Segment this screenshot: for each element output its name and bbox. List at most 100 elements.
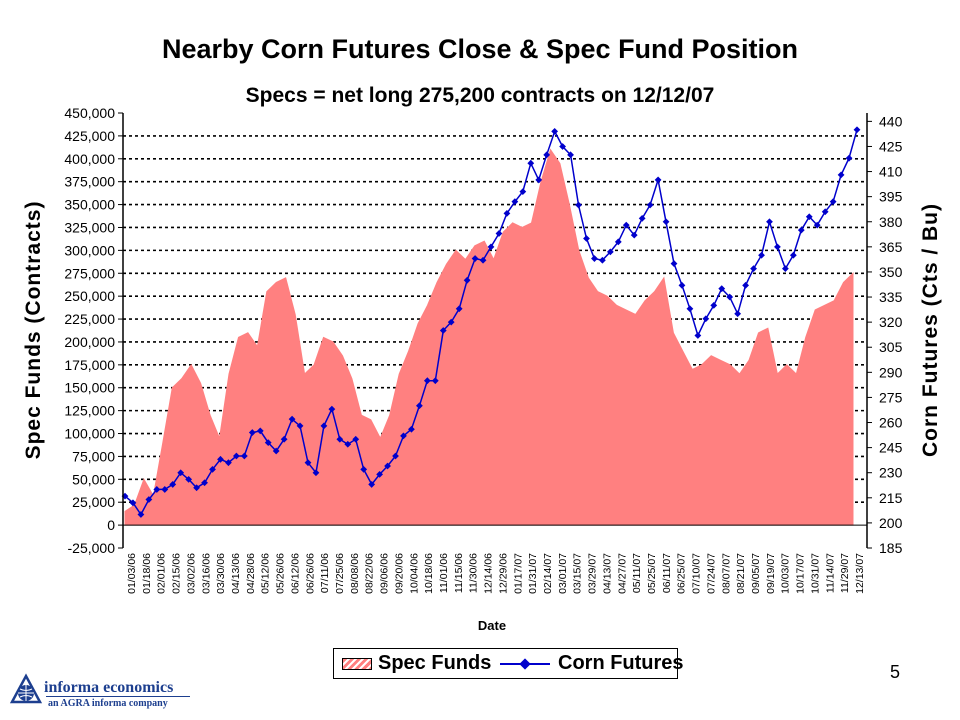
y-right-tick-label: 320 (879, 314, 903, 330)
logo-divider (46, 696, 190, 697)
x-tick-label: 03/16/06 (200, 553, 212, 594)
x-tick-label: 10/17/07 (795, 553, 807, 594)
corn-futures-point (471, 255, 479, 262)
corn-futures-point (384, 462, 391, 470)
corn-futures-point (209, 465, 216, 473)
y-left-tick-label: 425,000 (64, 128, 115, 144)
y-left-tick-label: -25,000 (68, 540, 116, 556)
corn-futures-point (447, 318, 455, 326)
y-right-tick-label: 260 (879, 415, 903, 431)
corn-futures-point (463, 276, 471, 284)
x-tick-label: 11/30/06 (468, 553, 480, 593)
corn-futures-point (774, 243, 781, 251)
x-tick-label: 07/10/07 (691, 553, 703, 594)
y-left-tick-label: 325,000 (64, 219, 115, 235)
corn-futures-point (750, 265, 757, 272)
x-tick-label: 03/01/07 (557, 553, 569, 594)
x-tick-label: 12/13/07 (854, 553, 866, 594)
y-right-tick-label: 245 (879, 440, 903, 456)
x-tick-label: 04/13/06 (230, 553, 242, 594)
x-tick-label: 11/15/06 (453, 553, 465, 593)
x-tick-label: 04/27/07 (616, 553, 628, 594)
x-tick-label: 01/18/06 (141, 553, 153, 594)
corn-futures-point (392, 452, 399, 460)
y-right-tick-label: 440 (879, 113, 903, 129)
y-left-tick-label: 50,000 (72, 471, 115, 487)
corn-futures-point (137, 511, 145, 518)
corn-futures-point (702, 315, 710, 323)
x-axis-label: Date (478, 618, 506, 633)
x-tick-label: 03/15/07 (572, 553, 584, 594)
corn-futures-point (519, 188, 527, 196)
corn-futures-point (495, 230, 503, 237)
corn-futures-point (415, 402, 423, 410)
corn-futures-point (567, 151, 574, 159)
corn-futures-point (598, 256, 606, 264)
corn-futures-point (280, 435, 288, 443)
axes (118, 112, 872, 549)
corn-futures-point (630, 231, 638, 239)
corn-futures-point (225, 459, 232, 467)
corn-futures-point (336, 435, 344, 443)
corn-futures-point (304, 459, 312, 467)
y-axis-right-label: Corn Futures (Cts / Bu) (919, 203, 942, 457)
chart-legend: Spec Funds Corn Futures (333, 648, 684, 679)
x-tick-label: 01/03/06 (126, 553, 138, 594)
x-tick-label: 06/26/06 (304, 553, 316, 594)
y-right-tick-label: 335 (879, 289, 903, 305)
x-tick-label: 10/31/07 (809, 553, 821, 594)
y-left-tick-label: 150,000 (64, 380, 115, 396)
corn-futures-point (686, 305, 694, 313)
corn-futures-point (376, 470, 384, 478)
x-tick-label: 02/14/07 (542, 553, 554, 594)
corn-futures-point (591, 255, 598, 262)
corn-futures-point (559, 143, 567, 150)
chart-subtitle: Specs = net long 275,200 contracts on 12… (245, 84, 715, 107)
page-number: 5 (890, 662, 901, 682)
x-tick-label: 11/14/07 (824, 553, 836, 593)
x-tick-label: 01/17/07 (512, 553, 524, 594)
x-tick-label: 11/29/07 (839, 553, 851, 593)
corn-futures-point (853, 126, 861, 134)
corn-futures-point (240, 452, 248, 460)
x-tick-label: 04/13/07 (601, 553, 613, 594)
corn-futures-point (614, 238, 622, 246)
x-tick-label: 11/01/06 (438, 553, 450, 593)
corn-futures-point (145, 496, 153, 503)
corn-futures-point (439, 327, 447, 334)
corn-futures-point (169, 481, 177, 488)
corn-futures-point (328, 405, 336, 413)
corn-futures-point (670, 260, 678, 267)
x-tick-label: 08/22/06 (364, 553, 376, 594)
corn-futures-point (654, 176, 662, 184)
x-tick-label: 07/11/06 (319, 553, 331, 593)
x-tick-label: 05/26/06 (275, 553, 287, 594)
x-tick-label: 05/25/07 (646, 553, 658, 594)
x-tick-label: 10/18/06 (423, 553, 435, 594)
x-tick-label: 12/14/06 (483, 553, 495, 594)
x-tick-label: 02/01/06 (156, 553, 168, 594)
corn-futures-point (646, 201, 654, 209)
corn-futures-point (638, 215, 646, 222)
y-left-tick-label: 0 (107, 517, 115, 533)
corn-futures-point (837, 171, 845, 179)
tick-labels: -25,000 0 25,000 50,000 75,000 100,000 125,000… (64, 105, 902, 594)
x-tick-label: 10/04/06 (408, 553, 420, 594)
y-left-tick-label: 300,000 (64, 242, 115, 258)
corn-futures-point (551, 128, 559, 135)
corn-futures-point (575, 201, 582, 209)
corn-futures-point (487, 243, 495, 251)
x-tick-label: 10/03/07 (780, 553, 792, 594)
corn-futures-point (129, 499, 137, 507)
y-right-tick-label: 290 (879, 364, 903, 380)
y-right-tick-label: 215 (879, 490, 903, 506)
y-right-tick-label: 230 (879, 465, 903, 481)
y-right-tick-label: 305 (879, 339, 903, 355)
y-right-tick-label: 365 (879, 239, 903, 255)
x-tick-label: 03/02/06 (185, 553, 197, 594)
corn-futures-legend-marker (519, 658, 531, 670)
y-right-tick-label: 380 (879, 214, 903, 230)
x-tick-label: 06/12/06 (289, 553, 301, 594)
corn-futures-point (503, 209, 511, 217)
